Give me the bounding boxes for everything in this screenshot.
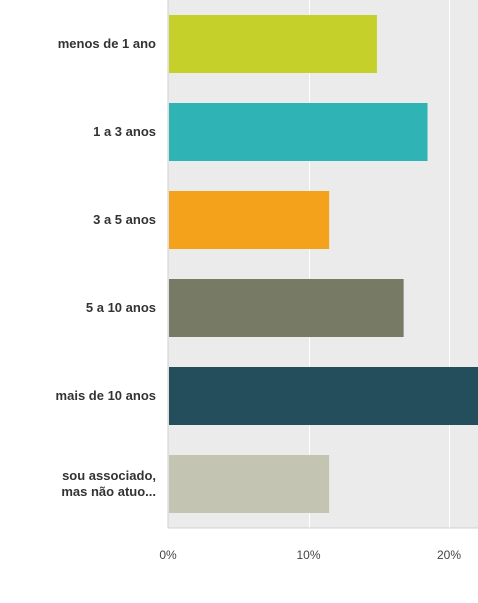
category-label-2: 3 a 5 anos	[93, 212, 156, 227]
category-label-line: mas não atuo...	[61, 484, 156, 499]
gridlines	[309, 0, 450, 528]
category-label-line: 3 a 5 anos	[93, 212, 156, 227]
bar-2	[169, 191, 330, 249]
category-label-5: sou associado, mas não atuo...	[61, 468, 156, 499]
category-label-0: menos de 1 ano	[58, 36, 156, 51]
tick-label-0: 0%	[159, 548, 177, 562]
bar-4	[169, 367, 478, 425]
category-label-line: 5 a 10 anos	[86, 300, 156, 315]
tick-label-10: 10%	[296, 548, 320, 562]
category-label-1: 1 a 3 anos	[93, 124, 156, 139]
category-label-line: menos de 1 ano	[58, 36, 156, 51]
bars	[169, 15, 478, 513]
plot-area-background	[168, 0, 478, 528]
bar-0	[169, 15, 377, 73]
tick-labels: 0%10%20%30%40%	[159, 548, 461, 562]
category-label-line: 1 a 3 anos	[93, 124, 156, 139]
category-label-3: 5 a 10 anos	[86, 300, 156, 315]
bar-1	[169, 103, 428, 161]
bar-5	[169, 455, 330, 513]
bar-3	[169, 279, 404, 337]
category-labels: menos de 1 ano 1 a 3 anos 3 a 5 anos 5 a 10…	[56, 36, 157, 499]
category-label-line: mais de 10 anos	[56, 388, 156, 403]
category-label-4: mais de 10 anos	[56, 388, 156, 403]
tick-label-20: 20%	[437, 548, 461, 562]
category-label-line: sou associado,	[62, 468, 156, 483]
